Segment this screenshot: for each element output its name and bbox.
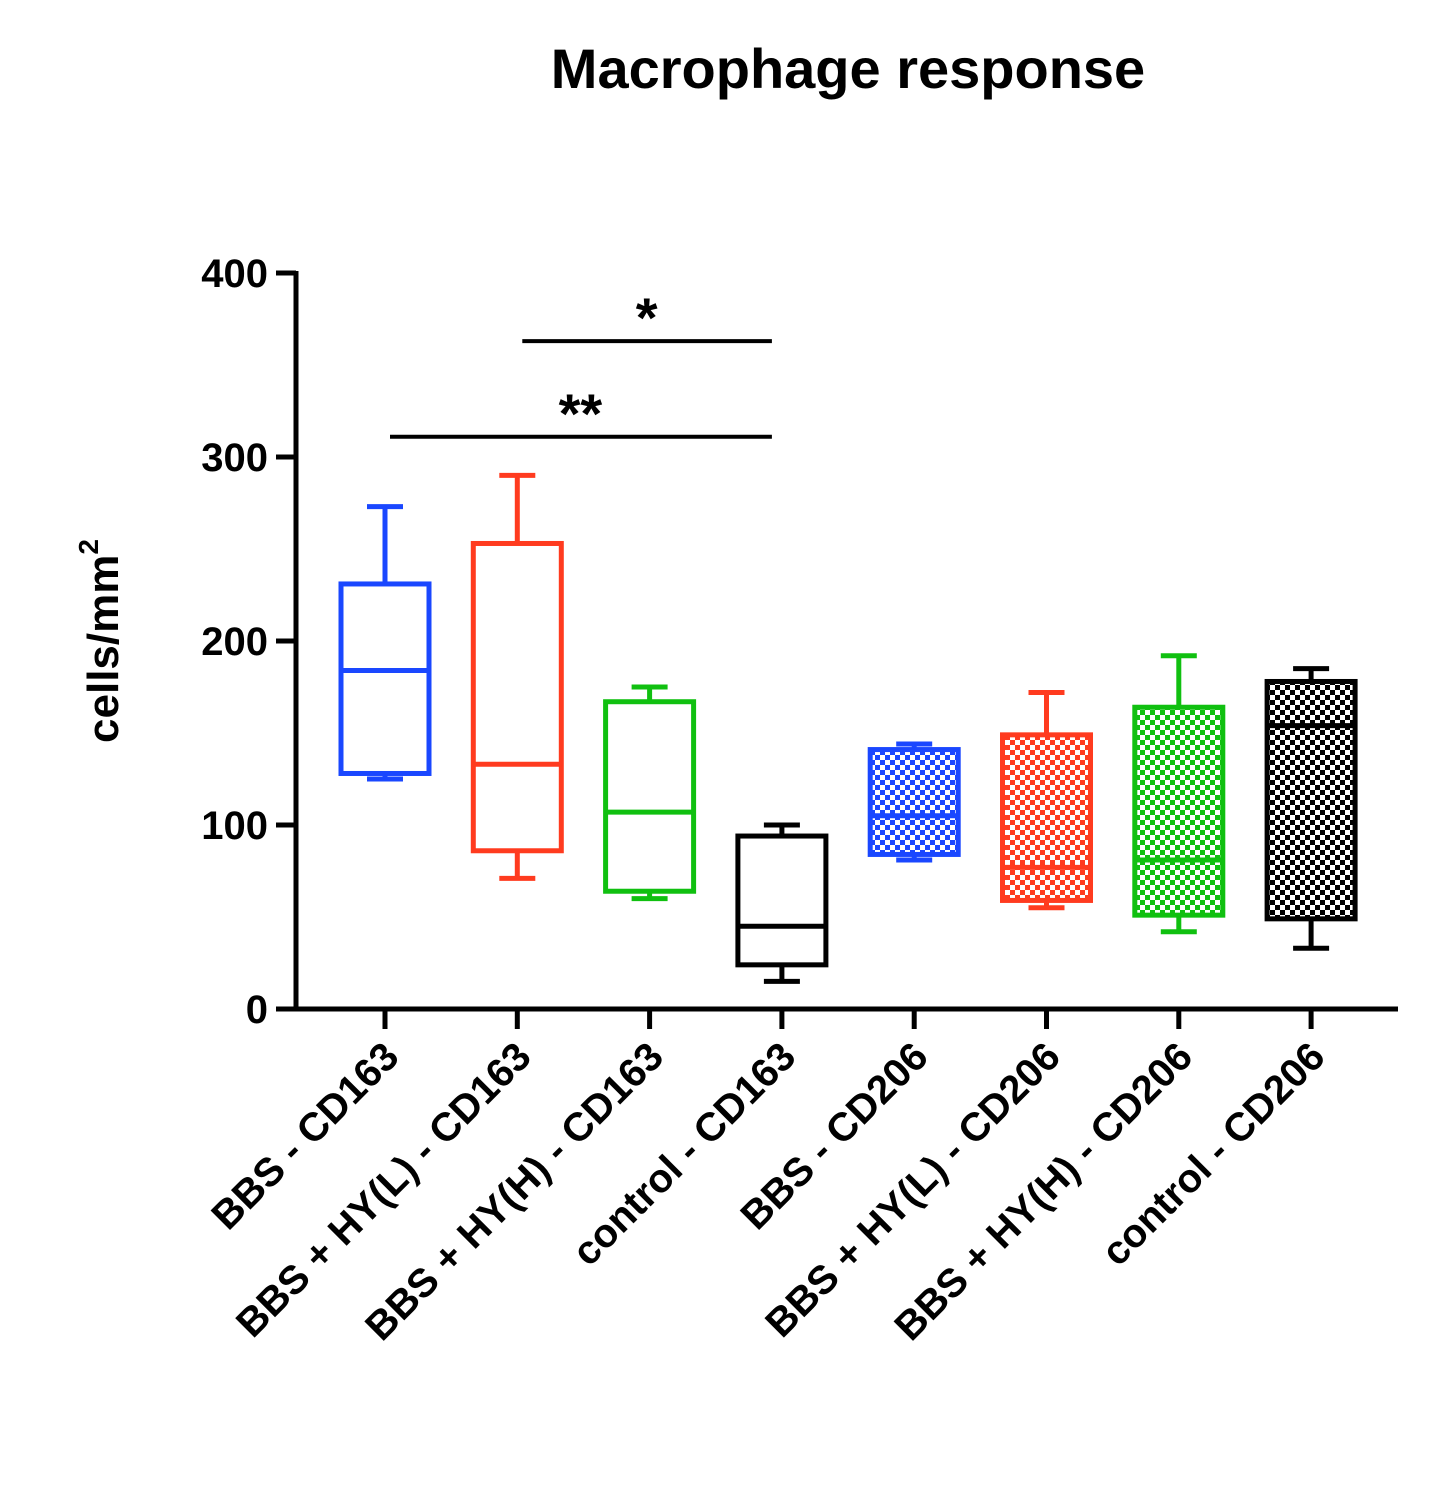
- x-tick-label: control - CD163: [564, 1034, 804, 1274]
- box-3: [603, 684, 697, 902]
- y-axis-label-main: cells/mm: [79, 555, 128, 743]
- box-5: [867, 741, 961, 863]
- box-iqr: [1132, 704, 1226, 918]
- y-axis-label-superscript: 2: [73, 539, 104, 555]
- box-2: [470, 472, 564, 881]
- box-iqr: [867, 747, 961, 857]
- box-6: [1000, 690, 1093, 911]
- box-7: [1132, 653, 1226, 935]
- box-iqr: [1000, 732, 1093, 903]
- x-tick-label: control - CD206: [1093, 1034, 1333, 1274]
- box-iqr: [735, 833, 829, 968]
- significance-1: *: [522, 286, 772, 349]
- y-axis: 0 100 200 300 400: [201, 252, 299, 1032]
- y-tick-label: 100: [201, 804, 268, 848]
- box-8: [1264, 666, 1358, 951]
- y-tick-label: 200: [201, 620, 268, 664]
- significance-label: **: [559, 382, 603, 445]
- significance-label: *: [636, 286, 658, 349]
- chart-title: Macrophage response: [551, 37, 1145, 100]
- box-iqr: [470, 540, 564, 854]
- box-iqr: [338, 581, 432, 776]
- box-iqr: [603, 699, 697, 894]
- box-4: [735, 822, 829, 984]
- y-tick-label: 0: [246, 988, 268, 1032]
- box-plot-series: [338, 472, 1358, 984]
- significance-2: **: [390, 382, 772, 445]
- box-iqr: [1264, 678, 1358, 922]
- y-axis-label: cells/mm2: [73, 539, 128, 743]
- significance-brackets: ***: [390, 286, 772, 445]
- y-tick-label: 300: [201, 436, 268, 480]
- y-tick-label: 400: [201, 252, 268, 296]
- box-1: [338, 504, 432, 782]
